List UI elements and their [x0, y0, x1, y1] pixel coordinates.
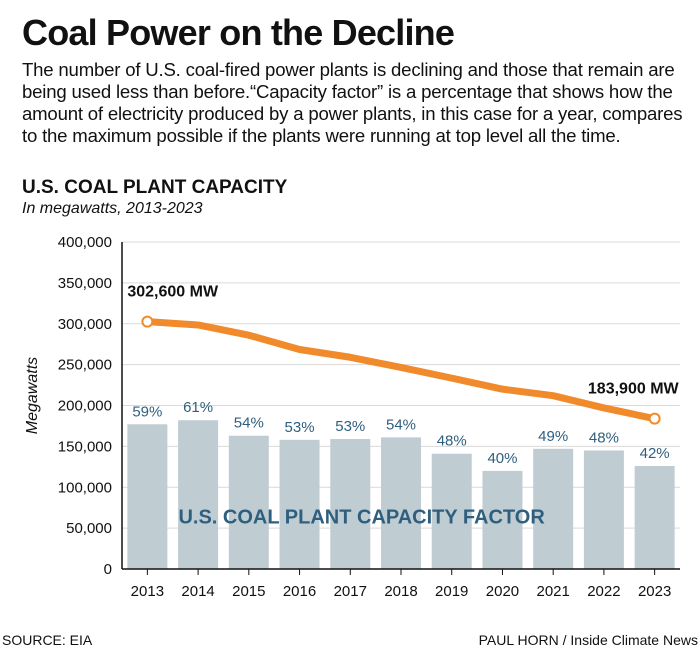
- y-axis-title: Megawatts: [24, 357, 41, 434]
- y-tick-label: 300,000: [58, 316, 112, 333]
- y-tick-label: 200,000: [58, 398, 112, 415]
- bar-value-label: 48%: [437, 433, 467, 450]
- bar: [634, 465, 675, 569]
- y-tick-label: 350,000: [58, 275, 112, 292]
- x-tick-label: 2018: [384, 583, 417, 600]
- endpoint-label: 183,900 MW: [588, 381, 680, 398]
- x-tick-label: 2019: [435, 583, 468, 600]
- endpoint-marker: [648, 412, 661, 425]
- source-note: SOURCE: EIA: [2, 632, 93, 648]
- bar: [178, 420, 219, 569]
- capacity-line: [143, 318, 659, 423]
- y-tick-label: 100,000: [58, 479, 112, 496]
- bar-value-label: 59%: [132, 403, 162, 420]
- bar: [228, 435, 269, 569]
- x-tick-label: 2023: [638, 583, 671, 600]
- bar-value-label: 54%: [386, 416, 416, 433]
- bar-value-label: 49%: [538, 428, 568, 445]
- bar-value-label: 48%: [589, 429, 619, 446]
- y-tick-label: 250,000: [58, 357, 112, 374]
- chart-title: U.S. COAL PLANT CAPACITY: [22, 177, 288, 198]
- bar-value-label: 42%: [640, 445, 670, 462]
- x-tick-label: 2016: [283, 583, 316, 600]
- bar: [381, 437, 421, 569]
- x-tick-label: 2020: [486, 583, 519, 600]
- x-tick-label: 2013: [131, 583, 164, 600]
- endpoint-marker: [141, 315, 154, 328]
- x-tick-label: 2017: [334, 583, 367, 600]
- x-tick-label: 2021: [536, 583, 569, 600]
- page-title: Coal Power on the Decline: [22, 12, 455, 53]
- credit-note: PAUL HORN / Inside Climate News: [478, 632, 698, 648]
- y-tick-label: 0: [104, 561, 112, 578]
- bar: [330, 439, 371, 569]
- x-tick-label: 2014: [181, 583, 214, 600]
- bar-value-label: 54%: [234, 415, 264, 432]
- endpoint-label: 302,600 MW: [127, 284, 219, 301]
- bar-value-label: 61%: [183, 399, 213, 416]
- y-tick-label: 150,000: [58, 438, 112, 455]
- y-tick-label: 400,000: [58, 234, 112, 251]
- bar-value-label: 53%: [335, 418, 365, 435]
- capacity-factor-label: U.S. COAL PLANT CAPACITY FACTOR: [178, 507, 545, 529]
- bar: [279, 439, 320, 569]
- y-tick-label: 50,000: [66, 520, 112, 537]
- bar: [482, 470, 523, 569]
- bar: [127, 424, 168, 569]
- bar: [583, 450, 624, 569]
- description: The number of U.S. coal-fired power plan…: [22, 59, 683, 146]
- bar-value-label: 40%: [487, 450, 517, 467]
- chart-subtitle: In megawatts, 2013-2023: [22, 200, 203, 217]
- x-tick-label: 2022: [587, 583, 620, 600]
- bar: [431, 453, 472, 569]
- bar-value-label: 53%: [285, 419, 315, 436]
- bar: [533, 448, 574, 569]
- x-tick-label: 2015: [232, 583, 265, 600]
